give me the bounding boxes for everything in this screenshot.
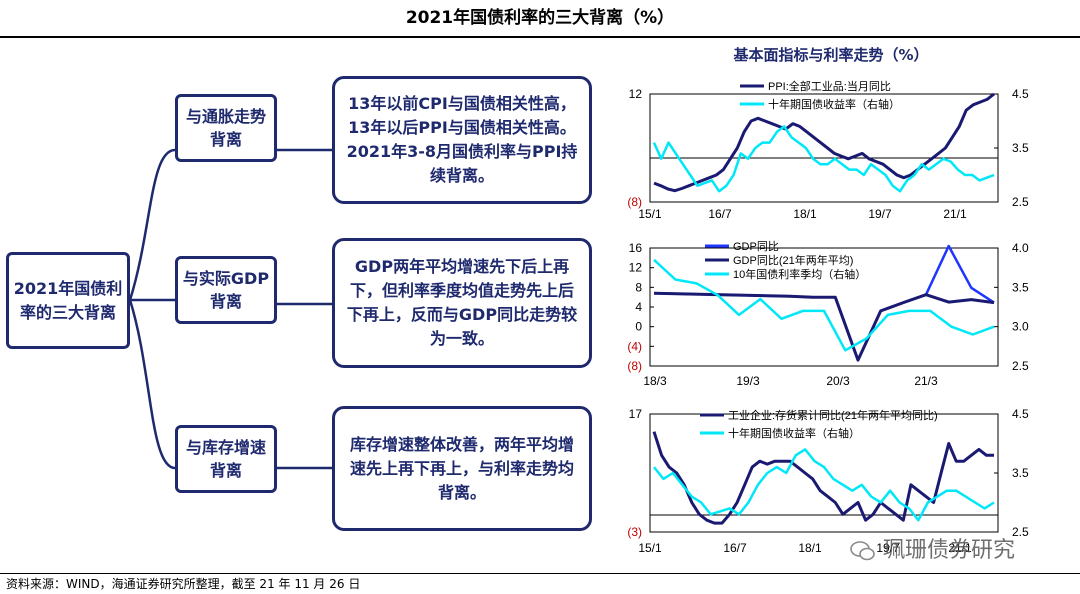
page-title: 2021年国债利率的三大背离（%） bbox=[405, 8, 675, 28]
chart2-x-tick-label: 18/3 bbox=[643, 374, 667, 388]
chart3-x-tick-label: 15/1 bbox=[638, 541, 662, 555]
chart2-legend-label-2: GDP同比(21年两年平均) bbox=[733, 253, 853, 267]
branch-label-inventory: 与库存增速背离 bbox=[185, 438, 266, 480]
chart3-right-tick-label: 3.5 bbox=[1012, 466, 1029, 480]
desc-text-inflation: 13年以前CPI与国债相关性高，13年以后PPI与国债相关性高。2021年3-8… bbox=[346, 94, 578, 185]
chart2-series-line-2 bbox=[653, 291, 995, 362]
chart1-legend-label-1: PPI:全部工业品:当月同比 bbox=[768, 79, 891, 93]
chart3-left-tick-label: (3) bbox=[627, 525, 642, 539]
chart1-right-tick-label: 4.5 bbox=[1012, 87, 1029, 101]
chart1-x-tick-label: 16/7 bbox=[708, 207, 732, 221]
chart-panel-title: 基本面指标与利率走势（%） bbox=[733, 46, 929, 64]
chart3-left-tick-label: 17 bbox=[629, 407, 643, 421]
chart2-right-tick-label: 2.5 bbox=[1012, 359, 1029, 373]
chart2-left-tick-label: 0 bbox=[635, 320, 642, 334]
chart2-x-tick-label: 20/3 bbox=[826, 374, 850, 388]
chart3-right-tick-label: 2.5 bbox=[1012, 525, 1029, 539]
chart2-left-tick-label: (4) bbox=[627, 339, 642, 353]
connector-root-to-branch-3 bbox=[128, 299, 176, 470]
chart1-left-tick-label: (8) bbox=[627, 195, 642, 209]
connector-root-to-branch-1 bbox=[128, 148, 176, 301]
watermark-text: 珮珊债券研究 bbox=[883, 538, 1016, 563]
chart2-left-tick-label: (8) bbox=[627, 359, 642, 373]
chart2-left-tick-label: 4 bbox=[635, 300, 642, 314]
wechat-icon bbox=[850, 541, 875, 561]
chart1-right-tick-label: 2.5 bbox=[1012, 195, 1029, 209]
chart1-x-tick-label: 15/1 bbox=[638, 207, 662, 221]
branch-label-inflation: 与通胀走势背离 bbox=[185, 107, 266, 149]
chart3-series-line-1 bbox=[652, 431, 994, 525]
chart3-legend-label-1: 工业企业:存货累计同比(21年两年平均同比) bbox=[728, 408, 938, 422]
bottom-rule bbox=[0, 573, 1080, 574]
chart1-series-line-2 bbox=[652, 125, 995, 193]
chart3-x-tick-label: 16/7 bbox=[723, 541, 747, 555]
chart3-right-tick-label: 4.5 bbox=[1012, 407, 1029, 421]
root-node: 2021年国债利率的三大背离 bbox=[6, 252, 130, 349]
chart2-left-tick-label: 12 bbox=[629, 261, 643, 275]
top-rule bbox=[0, 36, 1080, 38]
chart2-right-tick-label: 4.0 bbox=[1012, 241, 1029, 255]
chart2-x-tick-label: 19/3 bbox=[736, 374, 760, 388]
desc-node-gdp: GDP两年平均增速先下后上再下，但利率季度均值走势先上后下再上，反而与GDP同比… bbox=[332, 238, 592, 368]
chart1-left-tick-label: 12 bbox=[629, 87, 643, 101]
desc-node-inflation: 13年以前CPI与国债相关性高，13年以后PPI与国债相关性高。2021年3-8… bbox=[332, 76, 592, 204]
chart3-x-tick-label: 18/1 bbox=[798, 541, 822, 555]
desc-text-inventory: 库存增速整体改善，两年平均增速先上再下再上，与利率走势均背离。 bbox=[349, 434, 574, 502]
chart3-legend-label-2: 十年期国债收益率（右轴） bbox=[728, 426, 860, 440]
chart2-left-tick-label: 8 bbox=[635, 280, 642, 294]
chart3-x-tick-label: 19/7 bbox=[876, 541, 900, 555]
branch-node-inflation: 与通胀走势背离 bbox=[175, 94, 277, 162]
chart1-legend-label-2: 十年期国债收益率（右轴） bbox=[768, 97, 900, 111]
desc-node-inventory: 库存增速整体改善，两年平均增速先上再下再上，与利率走势均背离。 bbox=[332, 406, 592, 531]
chart2-right-tick-label: 3.0 bbox=[1012, 320, 1029, 334]
chart1-x-tick-label: 18/1 bbox=[793, 207, 817, 221]
chart3-x-tick-label: 21/1 bbox=[948, 541, 972, 555]
chart2-x-tick-label: 21/3 bbox=[914, 374, 938, 388]
chart1-right-tick-label: 3.5 bbox=[1012, 141, 1029, 155]
chart2-series-line-3 bbox=[653, 258, 995, 352]
desc-text-gdp: GDP两年平均增速先下后上再下，但利率季度均值走势先上后下再上，反而与GDP同比… bbox=[346, 257, 578, 348]
chart2-right-tick-label: 3.5 bbox=[1012, 280, 1029, 294]
branch-node-gdp: 与实际GDP背离 bbox=[175, 256, 277, 324]
chart2-legend-label-3: 10年国债利率季均（右轴） bbox=[733, 267, 866, 281]
chart2-legend-label-1: GDP同比 bbox=[733, 240, 779, 253]
chart1-x-tick-label: 19/7 bbox=[868, 207, 892, 221]
branch-node-inventory: 与库存增速背离 bbox=[175, 425, 277, 493]
source-note: 资料来源：WIND，海通证券研究所整理，截至 21 年 11 月 26 日 bbox=[6, 577, 361, 591]
watermark: 珮珊债券研究 bbox=[850, 532, 1015, 564]
chart1-series-line-1 bbox=[653, 92, 995, 193]
chart3-series-line-2 bbox=[653, 448, 995, 522]
chart1-x-tick-label: 21/1 bbox=[943, 207, 967, 221]
branch-label-gdp: 与实际GDP背离 bbox=[182, 269, 270, 311]
root-label: 2021年国债利率的三大背离 bbox=[13, 278, 123, 322]
chart2-left-tick-label: 16 bbox=[629, 241, 643, 255]
